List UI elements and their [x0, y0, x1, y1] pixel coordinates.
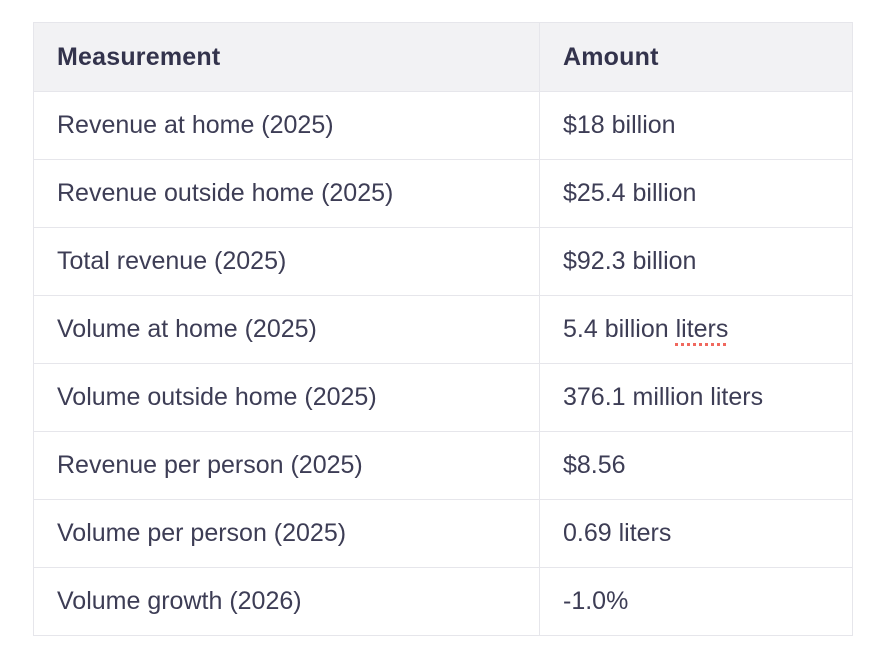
table-row: Volume growth (2026) -1.0%	[33, 567, 853, 636]
amount-cell: 376.1 million liters	[539, 363, 853, 432]
header-row: Measurement Amount	[33, 22, 853, 92]
amount-cell: 0.69 liters	[539, 499, 853, 568]
measurement-cell: Total revenue (2025)	[33, 227, 540, 296]
measurement-cell: Volume per person (2025)	[33, 499, 540, 568]
column-header-measurement: Measurement	[33, 22, 540, 92]
table-row: Volume at home (2025) 5.4 billion liters	[33, 295, 853, 364]
table-row: Volume per person (2025) 0.69 liters	[33, 499, 853, 568]
column-header-amount: Amount	[539, 22, 853, 92]
measurements-table: Measurement Amount Revenue at home (2025…	[33, 22, 853, 636]
amount-cell: $25.4 billion	[539, 159, 853, 228]
amount-cell: 5.4 billion liters	[539, 295, 853, 364]
measurement-cell: Revenue at home (2025)	[33, 91, 540, 160]
amount-cell: $18 billion	[539, 91, 853, 160]
table-row: Revenue at home (2025) $18 billion	[33, 91, 853, 160]
measurement-cell: Volume at home (2025)	[33, 295, 540, 364]
table-row: Revenue per person (2025) $8.56	[33, 431, 853, 500]
table-row: Revenue outside home (2025) $25.4 billio…	[33, 159, 853, 228]
measurement-cell: Volume growth (2026)	[33, 567, 540, 636]
table-row: Total revenue (2025) $92.3 billion	[33, 227, 853, 296]
amount-cell: $92.3 billion	[539, 227, 853, 296]
table-row: Volume outside home (2025) 376.1 million…	[33, 363, 853, 432]
amount-cell: -1.0%	[539, 567, 853, 636]
measurement-cell: Volume outside home (2025)	[33, 363, 540, 432]
measurement-cell: Revenue outside home (2025)	[33, 159, 540, 228]
measurements-table-container: Measurement Amount Revenue at home (2025…	[33, 22, 853, 636]
misspelled-word: liters	[675, 315, 729, 343]
measurement-cell: Revenue per person (2025)	[33, 431, 540, 500]
amount-cell: $8.56	[539, 431, 853, 500]
amount-text: 5.4 billion	[563, 315, 669, 343]
